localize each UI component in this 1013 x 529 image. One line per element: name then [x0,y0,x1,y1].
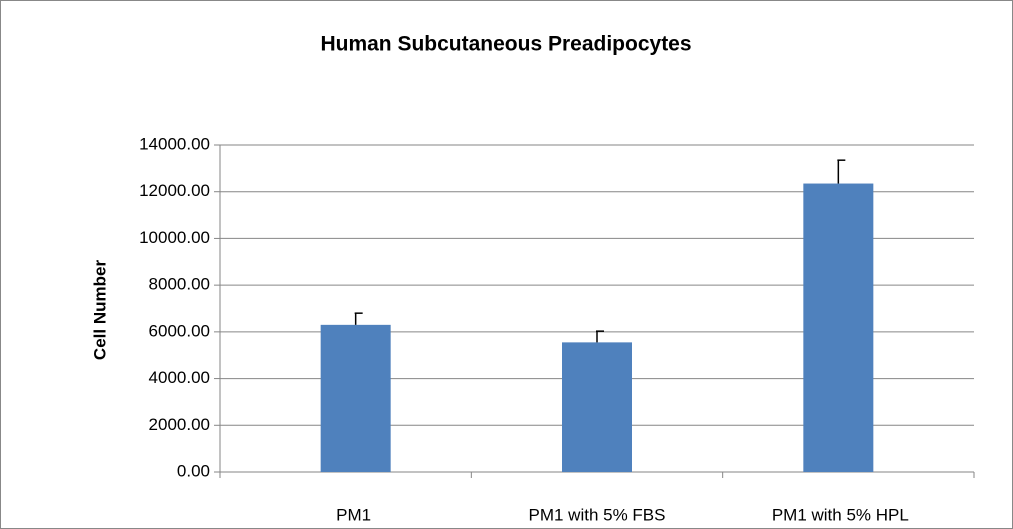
bar [562,342,632,472]
y-tick-label: 2000.00 [149,415,210,434]
x-tick-label: PM1 [336,505,371,524]
y-tick-label: 8000.00 [149,275,210,294]
chart-title: Human Subcutaneous Preadipocytes [320,33,691,56]
y-tick-label: 12000.00 [139,181,210,200]
y-axis-title: Cell Number [90,260,109,361]
bar [320,324,391,472]
y-tick-label: 4000.00 [149,368,210,387]
bar [803,183,874,472]
y-tick-label: 10000.00 [139,228,210,247]
x-tick-label: PM1 with 5% FBS [529,505,666,524]
y-tick-label: 6000.00 [149,321,210,340]
y-tick-label: 14000.00 [139,134,210,153]
y-tick-label: 0.00 [177,461,210,480]
x-tick-label: PM1 with 5% HPL [772,505,909,524]
